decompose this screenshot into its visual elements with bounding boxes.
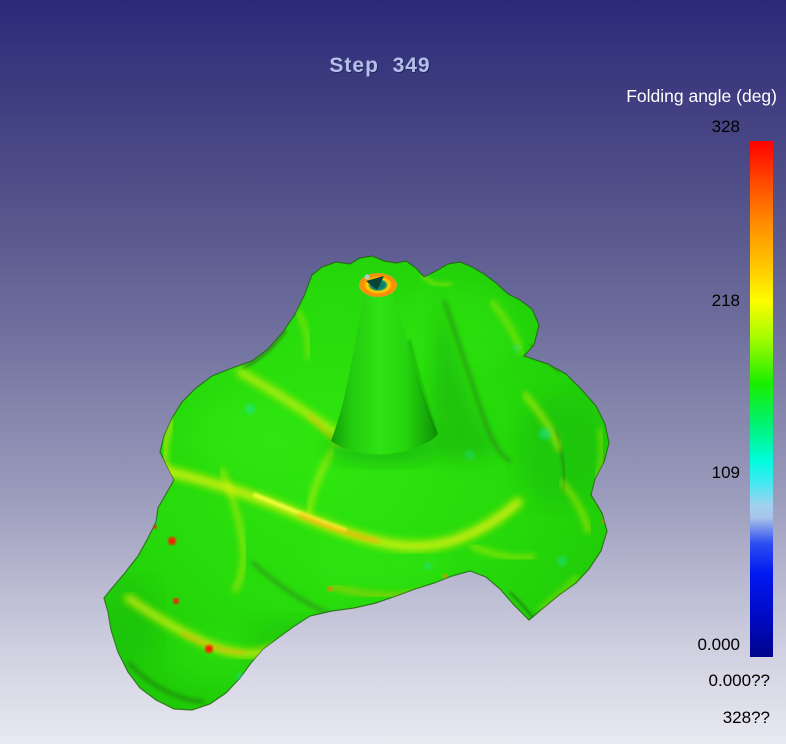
colorbar-tick-max: 328 xyxy=(711,117,740,136)
colorbar-tick-218: 218 xyxy=(711,291,740,310)
colorbar-gradient xyxy=(750,141,773,657)
colorbar-tick-min: 0.000 xyxy=(697,635,740,654)
colorbar-annotation-max: 328?? xyxy=(722,708,770,727)
colorbar-annotation-min: 0.000?? xyxy=(708,671,770,690)
colorbar-tick-109: 109 xyxy=(711,463,740,482)
cone-protrusion xyxy=(325,273,441,466)
colorbar xyxy=(750,141,773,657)
step-title: Step 349 xyxy=(329,54,431,77)
colorbar-title: Folding angle (deg) xyxy=(626,86,777,106)
